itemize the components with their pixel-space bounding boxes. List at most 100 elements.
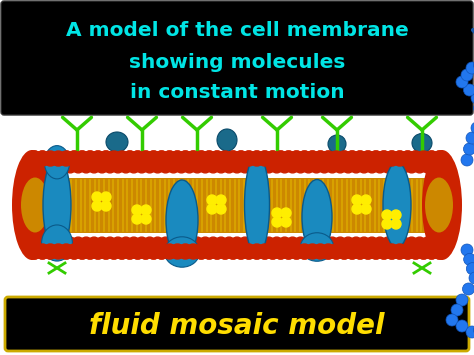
Circle shape bbox=[368, 244, 383, 259]
Circle shape bbox=[241, 151, 256, 166]
Circle shape bbox=[376, 151, 392, 166]
Circle shape bbox=[257, 151, 272, 166]
Ellipse shape bbox=[422, 150, 462, 260]
Circle shape bbox=[40, 237, 53, 250]
Circle shape bbox=[96, 237, 109, 250]
Circle shape bbox=[82, 151, 98, 166]
Circle shape bbox=[175, 160, 188, 173]
Circle shape bbox=[170, 244, 185, 259]
Circle shape bbox=[365, 237, 378, 250]
Circle shape bbox=[241, 151, 256, 166]
Ellipse shape bbox=[43, 158, 71, 252]
Circle shape bbox=[114, 151, 129, 166]
Circle shape bbox=[424, 244, 439, 259]
Circle shape bbox=[194, 151, 209, 166]
FancyBboxPatch shape bbox=[1, 1, 473, 115]
Circle shape bbox=[272, 217, 282, 227]
Circle shape bbox=[146, 151, 161, 166]
Circle shape bbox=[273, 244, 288, 259]
Circle shape bbox=[265, 151, 280, 166]
Circle shape bbox=[382, 237, 394, 250]
Circle shape bbox=[272, 208, 282, 218]
Circle shape bbox=[382, 219, 392, 229]
Circle shape bbox=[345, 151, 360, 166]
Circle shape bbox=[218, 244, 233, 259]
Circle shape bbox=[186, 244, 201, 259]
Circle shape bbox=[361, 244, 375, 259]
Circle shape bbox=[114, 244, 129, 259]
Circle shape bbox=[281, 151, 296, 166]
Circle shape bbox=[32, 160, 45, 173]
Circle shape bbox=[43, 244, 58, 259]
Circle shape bbox=[429, 160, 442, 173]
Circle shape bbox=[471, 92, 474, 104]
Circle shape bbox=[207, 195, 217, 205]
Circle shape bbox=[223, 160, 236, 173]
Circle shape bbox=[159, 160, 172, 173]
Circle shape bbox=[35, 151, 50, 166]
Circle shape bbox=[294, 160, 307, 173]
Circle shape bbox=[297, 244, 312, 259]
Circle shape bbox=[130, 151, 145, 166]
Circle shape bbox=[167, 160, 180, 173]
Circle shape bbox=[255, 160, 267, 173]
Circle shape bbox=[215, 160, 228, 173]
Circle shape bbox=[207, 204, 217, 214]
Circle shape bbox=[421, 160, 434, 173]
Circle shape bbox=[289, 244, 304, 259]
Circle shape bbox=[162, 151, 177, 166]
Ellipse shape bbox=[217, 129, 237, 151]
Circle shape bbox=[337, 151, 352, 166]
Circle shape bbox=[191, 237, 204, 250]
Circle shape bbox=[466, 263, 474, 275]
Circle shape bbox=[104, 237, 116, 250]
Circle shape bbox=[114, 244, 129, 259]
Circle shape bbox=[342, 237, 355, 250]
Circle shape bbox=[334, 160, 346, 173]
Circle shape bbox=[353, 244, 368, 259]
Circle shape bbox=[178, 244, 193, 259]
Circle shape bbox=[32, 237, 45, 250]
Circle shape bbox=[249, 244, 264, 259]
Circle shape bbox=[231, 237, 243, 250]
Circle shape bbox=[122, 151, 137, 166]
Circle shape bbox=[432, 151, 447, 166]
Circle shape bbox=[405, 160, 418, 173]
Circle shape bbox=[376, 151, 392, 166]
Circle shape bbox=[67, 244, 82, 259]
Circle shape bbox=[286, 160, 299, 173]
Circle shape bbox=[207, 237, 219, 250]
Ellipse shape bbox=[302, 180, 332, 255]
Circle shape bbox=[464, 143, 474, 155]
Circle shape bbox=[80, 160, 92, 173]
Circle shape bbox=[461, 69, 473, 81]
Circle shape bbox=[186, 151, 201, 166]
Circle shape bbox=[48, 160, 61, 173]
Circle shape bbox=[408, 244, 423, 259]
Circle shape bbox=[329, 244, 344, 259]
Circle shape bbox=[51, 244, 66, 259]
Circle shape bbox=[194, 244, 209, 259]
Circle shape bbox=[310, 160, 323, 173]
Circle shape bbox=[273, 244, 288, 259]
Ellipse shape bbox=[301, 233, 334, 261]
Ellipse shape bbox=[106, 132, 128, 152]
Circle shape bbox=[194, 151, 209, 166]
Circle shape bbox=[321, 244, 336, 259]
Circle shape bbox=[51, 151, 66, 166]
Circle shape bbox=[294, 237, 307, 250]
Circle shape bbox=[321, 151, 336, 166]
Circle shape bbox=[329, 151, 344, 166]
Circle shape bbox=[368, 244, 383, 259]
Circle shape bbox=[432, 151, 447, 166]
Ellipse shape bbox=[425, 178, 453, 233]
Circle shape bbox=[27, 244, 42, 259]
Circle shape bbox=[305, 244, 320, 259]
Bar bbox=[27, 178, 447, 233]
Circle shape bbox=[122, 244, 137, 259]
Circle shape bbox=[289, 151, 304, 166]
Circle shape bbox=[210, 244, 225, 259]
Circle shape bbox=[106, 244, 121, 259]
Ellipse shape bbox=[12, 150, 52, 260]
Circle shape bbox=[238, 160, 251, 173]
